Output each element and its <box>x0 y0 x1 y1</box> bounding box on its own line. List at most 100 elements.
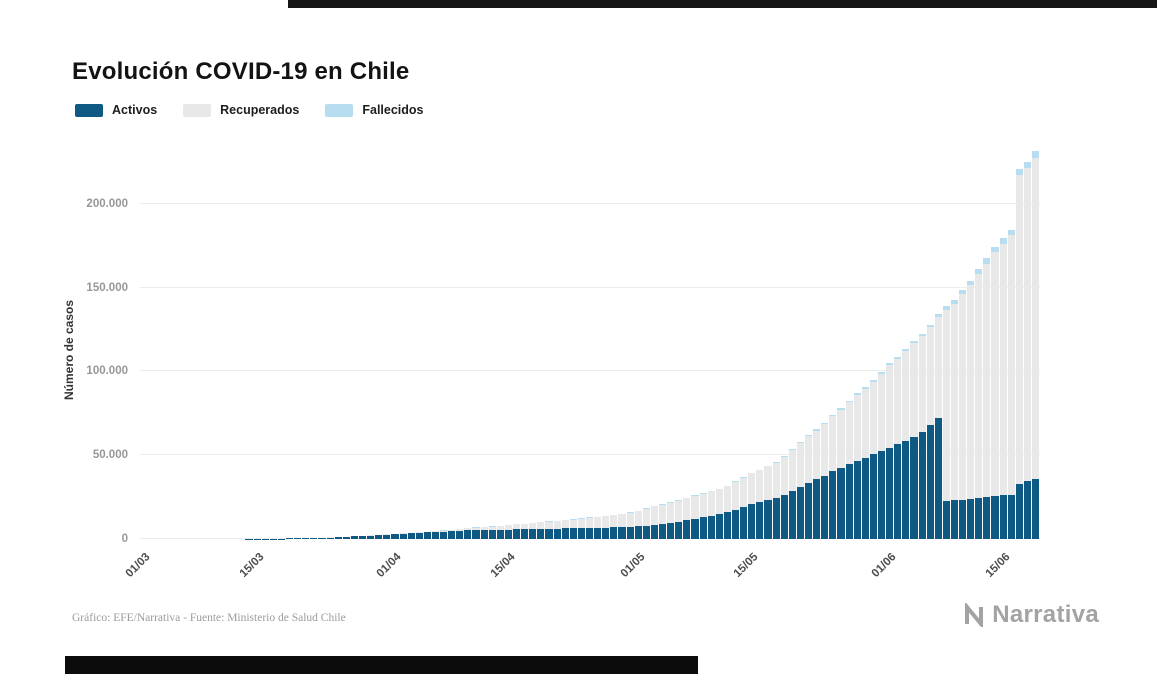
bar-segment-activos <box>326 537 334 539</box>
bar-segment-fallecidos <box>756 469 764 471</box>
bar <box>367 145 375 539</box>
bar-segment-fallecidos <box>991 246 999 253</box>
bar-segment-recuperados <box>691 495 699 519</box>
bar <box>431 145 440 539</box>
bar-segment-fallecidos <box>934 314 942 317</box>
bars <box>140 145 1040 539</box>
bar-segment-recuperados <box>1007 235 1015 495</box>
bar-segment-activos <box>788 490 796 539</box>
bar <box>148 145 156 539</box>
bar-segment-activos <box>594 527 602 539</box>
bar <box>237 145 245 539</box>
bar-segment-activos <box>748 503 756 539</box>
bar <box>586 145 594 539</box>
bar-segment-recuperados <box>472 527 480 530</box>
bar-segment-recuperados <box>683 498 691 521</box>
bar-segment-recuperados <box>561 520 569 529</box>
bar <box>221 145 229 539</box>
y-tick-label: 0 <box>121 533 128 545</box>
bar-segment-fallecidos <box>902 348 910 351</box>
bar-segment-activos <box>383 534 391 539</box>
bar-segment-recuperados <box>918 336 926 432</box>
bar-segment-recuperados <box>910 342 918 437</box>
x-tick-label: 15/04 <box>488 551 518 580</box>
bar-segment-fallecidos <box>967 280 975 286</box>
x-tick-label: 01/04 <box>375 551 404 580</box>
bar-segment-recuperados <box>488 526 496 530</box>
bar-segment-recuperados <box>1023 168 1032 482</box>
bar-segment-recuperados <box>772 462 780 498</box>
bar-segment-recuperados <box>975 274 983 498</box>
bar <box>488 145 497 539</box>
bar-segment-recuperados <box>877 373 886 451</box>
bar-segment-activos <box>853 460 861 539</box>
bar-segment-recuperados <box>796 443 804 488</box>
bar-segment-recuperados <box>999 243 1007 496</box>
bar <box>245 145 253 539</box>
bar <box>788 145 797 539</box>
bar <box>659 145 667 539</box>
bar-segment-activos <box>610 527 618 539</box>
bar-segment-fallecidos <box>764 465 772 467</box>
bar-segment-activos <box>683 520 691 539</box>
bar <box>602 145 610 539</box>
legend-swatch <box>183 103 212 117</box>
bar-segment-recuperados <box>699 493 707 518</box>
legend-item-recuperados: Recuperados <box>183 103 299 117</box>
legend: Activos Recuperados Fallecidos <box>75 103 424 117</box>
y-tick-label: 100.000 <box>86 365 128 378</box>
bar <box>302 145 310 539</box>
bar-segment-activos <box>602 527 610 539</box>
bar-segment-fallecidos <box>1032 151 1040 158</box>
bar <box>383 145 391 539</box>
bar-segment-activos <box>999 495 1007 539</box>
brand-logo: Narrativa <box>963 601 1099 629</box>
bar-segment-fallecidos <box>918 333 926 337</box>
bar-segment-recuperados <box>894 358 902 445</box>
bar-segment-activos <box>959 499 967 539</box>
bar-segment-recuperados <box>464 528 472 531</box>
bar <box>813 145 821 539</box>
plot-area: 0 50.000 100.000 150.000 200.000 <box>86 145 1040 545</box>
bar <box>196 145 205 539</box>
bar-segment-activos <box>910 436 918 539</box>
bar-segment-recuperados <box>626 512 634 527</box>
bar <box>699 145 708 539</box>
bar-segment-activos <box>334 537 342 539</box>
bar <box>975 145 983 539</box>
bar <box>261 145 270 539</box>
bar-segment-activos <box>375 535 383 539</box>
bar <box>415 145 424 539</box>
bar-segment-activos <box>699 517 707 539</box>
bar-segment-recuperados <box>950 303 959 501</box>
bar-segment-recuperados <box>926 327 934 425</box>
page-title: Evolución COVID-19 en Chile <box>72 58 410 86</box>
bar-segment-activos <box>1032 479 1040 539</box>
bottom-window-strip <box>65 656 698 674</box>
bar <box>391 145 399 539</box>
bar-segment-activos <box>440 531 448 539</box>
legend-label: Fallecidos <box>362 103 424 117</box>
bar-segment-activos <box>529 528 537 539</box>
bar-segment-activos <box>294 538 302 539</box>
bar <box>950 145 959 539</box>
bar <box>140 145 148 539</box>
bar-segment-fallecidos <box>699 493 707 494</box>
x-axis-labels: 01/03 15/03 01/04 15/04 01/05 15/05 01/06 15/06 <box>124 543 1040 595</box>
bar-segment-activos <box>448 531 456 539</box>
bar-segment-recuperados <box>618 514 626 528</box>
bar-segment-activos <box>691 518 699 539</box>
bar-segment-fallecidos <box>869 380 877 382</box>
bar-segment-recuperados <box>1032 157 1040 480</box>
bar <box>318 145 326 539</box>
bar-segment-activos <box>796 487 804 539</box>
bar <box>269 145 278 539</box>
bar-segment-fallecidos <box>950 299 959 304</box>
bar-segment-fallecidos <box>1007 229 1015 236</box>
bar-segment-recuperados <box>829 416 837 472</box>
bar <box>350 145 359 539</box>
bar <box>902 145 910 539</box>
bar-segment-activos <box>877 450 886 539</box>
bar-segment-activos <box>934 418 942 539</box>
bar-segment-fallecidos <box>886 362 894 365</box>
